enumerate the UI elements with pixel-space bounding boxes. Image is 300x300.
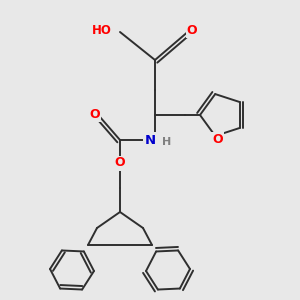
Text: O: O	[212, 134, 223, 146]
Text: O: O	[90, 107, 100, 121]
Text: O: O	[187, 23, 197, 37]
Text: H: H	[162, 137, 172, 147]
Text: O: O	[115, 157, 125, 169]
Text: HO: HO	[92, 23, 112, 37]
Text: N: N	[144, 134, 156, 146]
